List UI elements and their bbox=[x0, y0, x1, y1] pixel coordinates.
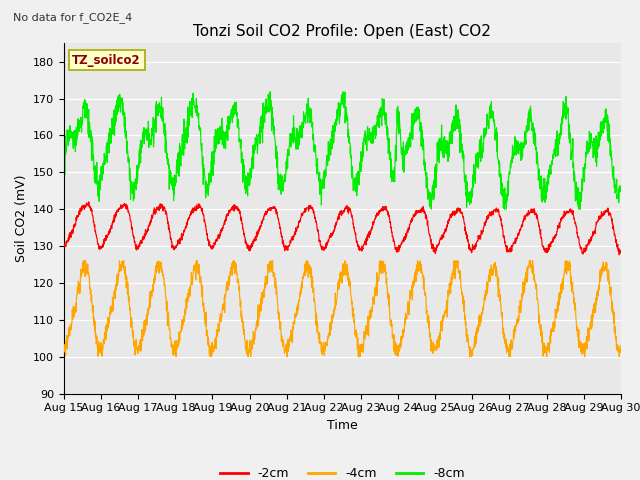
X-axis label: Time: Time bbox=[327, 419, 358, 432]
Text: TZ_soilco2: TZ_soilco2 bbox=[72, 54, 141, 67]
Legend: -2cm, -4cm, -8cm: -2cm, -4cm, -8cm bbox=[215, 462, 470, 480]
Y-axis label: Soil CO2 (mV): Soil CO2 (mV) bbox=[15, 175, 28, 262]
Title: Tonzi Soil CO2 Profile: Open (East) CO2: Tonzi Soil CO2 Profile: Open (East) CO2 bbox=[193, 24, 492, 39]
Text: No data for f_CO2E_4: No data for f_CO2E_4 bbox=[13, 12, 132, 23]
